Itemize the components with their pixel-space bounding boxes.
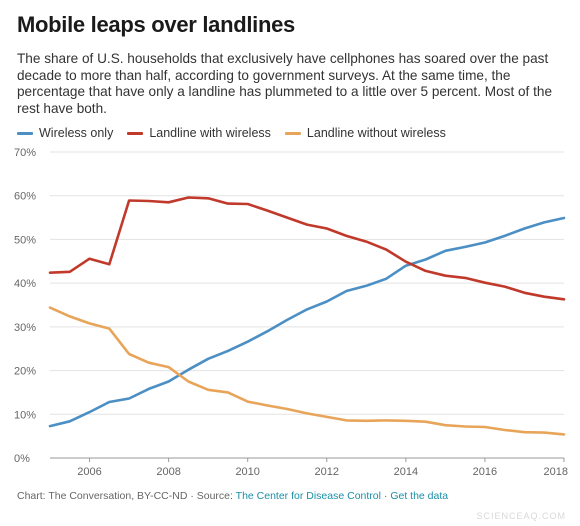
chart-legend: Wireless only Landline with wireless Lan… [17,126,446,140]
y-tick-label-60: 60% [14,191,36,203]
series-line-landline-without-wireless [48,306,566,436]
legend-swatch-landline-without-wireless [284,131,301,135]
x-axis-tick-labels: 2006 2008 2010 2012 2014 2016 2018 [77,458,568,478]
legend-item-landline-with-wireless: Landline with wireless [127,126,271,140]
legend-item-wireless-only: Wireless only [17,126,113,140]
series-lines [48,196,566,436]
get-data-link[interactable]: Get the data [390,490,449,502]
y-tick-label-70: 70% [14,147,36,159]
chart-footer: Chart: The Conversation, BY-CC-ND · Sour… [17,490,448,502]
footer-credit: Chart: The Conversation, BY-CC-ND · Sour… [17,490,236,502]
footer-separator: · [380,490,391,502]
legend-swatch-wireless-only [17,131,33,135]
chart-title: Mobile leaps over landlines [17,12,295,37]
legend-swatch-landline-with-wireless [127,131,144,135]
y-tick-label-50: 50% [14,234,36,246]
y-tick-label-20: 20% [14,366,36,378]
chart-subtitle: The share of U.S. households that exclus… [17,51,553,116]
source-link[interactable]: The Center for Disease Control [235,490,381,502]
line-chart: 0% 10% 20% 30% 40% 50% 60% 70% 2006 2008 2010 2012… [14,147,568,478]
x-tick-label-2018: 2018 [544,466,568,478]
y-tick-label-0: 0% [14,453,30,465]
grid-lines [50,151,564,459]
y-tick-label-10: 10% [14,409,36,421]
x-tick-label-2006: 2006 [77,466,101,478]
x-tick-label-2012: 2012 [315,466,339,478]
x-tick-label-2016: 2016 [473,466,497,478]
legend-label-landline-without-wireless: Landline without wireless [306,126,446,140]
y-tick-label-40: 40% [14,278,36,290]
legend-label-landline-with-wireless: Landline with wireless [149,126,271,140]
watermark: SCIENCEAQ.COM [476,511,566,521]
y-tick-label-30: 30% [14,322,36,334]
y-axis-tick-labels: 0% 10% 20% 30% 40% 50% 60% 70% [14,147,36,465]
series-line-landline-with-wireless [48,196,566,301]
x-tick-label-2014: 2014 [394,466,418,478]
legend-label-wireless-only: Wireless only [39,126,114,140]
x-tick-label-2008: 2008 [156,466,180,478]
x-tick-label-2010: 2010 [235,466,259,478]
series-line-wireless-only [48,216,566,428]
legend-item-landline-without-wireless: Landline without wireless [284,126,446,140]
